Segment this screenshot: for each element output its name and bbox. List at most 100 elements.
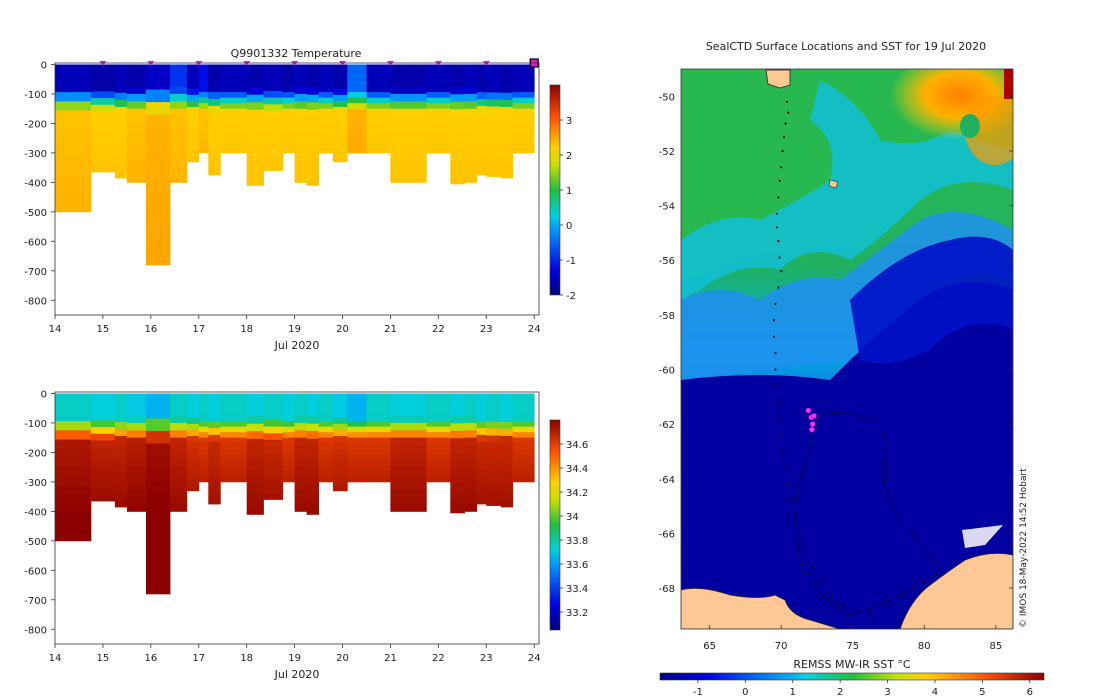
profile-cell (306, 109, 319, 118)
profile-cell (208, 462, 221, 470)
colorbar-tick-label: -2 (566, 291, 576, 302)
profile-cell (208, 421, 221, 429)
track-point (804, 548, 807, 551)
profile-cell (126, 64, 147, 73)
profile-cell (90, 406, 116, 414)
profile-cell (114, 421, 128, 430)
profile-cell (500, 457, 514, 465)
kerguelen-island (765, 69, 791, 89)
profile-cell (486, 477, 502, 485)
sst-hot-edge (1004, 69, 1013, 99)
profile-cell (170, 474, 188, 483)
profile-cell (500, 464, 514, 472)
profile-cell (170, 445, 188, 453)
profile-cell (294, 459, 307, 468)
profile-cell (306, 94, 319, 103)
profile-cell (90, 111, 116, 119)
profile-cell (220, 119, 248, 126)
profile-cell (426, 399, 451, 405)
profile-cell (390, 422, 427, 431)
lat-tick-label: -60 (659, 365, 675, 376)
profile-cell (476, 393, 487, 401)
profile-cell (282, 393, 295, 400)
profile-cell (450, 423, 466, 432)
profile-cell (450, 505, 466, 514)
profile-cell (486, 113, 502, 121)
profile-cell (366, 81, 391, 87)
profile-cell (170, 152, 188, 161)
profile-cell (450, 460, 466, 469)
profile-cell (476, 428, 487, 436)
profile-cell (366, 476, 391, 483)
profile-cell (208, 99, 221, 107)
profile-cell (186, 417, 200, 425)
profile-cell (90, 420, 116, 428)
profile-cell (366, 426, 391, 433)
profile-cell (486, 407, 502, 415)
map-longitude-ticks: 65 70 75 80 85 (703, 625, 1002, 652)
profile-cell (464, 489, 478, 498)
profile-cell (366, 393, 391, 400)
profile-cell (390, 467, 427, 475)
temperature-x-ticks: 14 15 16 17 18 19 20 21 22 23 24 (49, 315, 541, 335)
profile-cell (366, 75, 391, 82)
profile-cell (306, 446, 319, 455)
profile-cell (332, 417, 348, 425)
track-point (820, 581, 823, 584)
lon-tick-label: 80 (918, 641, 931, 652)
profile-cell (500, 393, 514, 401)
profile-cell (263, 406, 284, 414)
sst-cyan-zone (681, 80, 1013, 300)
profile-cell (220, 459, 248, 466)
profile-cell (318, 476, 334, 483)
profile-cell (306, 453, 319, 462)
profile-cell (450, 146, 466, 155)
profile-cell (512, 97, 535, 104)
profile-cell (500, 107, 514, 115)
profile-cell (318, 454, 334, 461)
profile-cell (450, 483, 466, 491)
profile-cell (318, 141, 334, 148)
profile-cell (282, 410, 295, 416)
profile-cell (390, 108, 427, 117)
profile-cell (282, 421, 295, 427)
profile-cell (426, 125, 451, 132)
profile-cell (90, 131, 116, 139)
profile-cell (306, 476, 319, 485)
profile-cell (476, 92, 487, 100)
lat-tick-label: -56 (659, 256, 675, 267)
profile-cell (146, 77, 171, 90)
profile-cell (426, 92, 451, 98)
profile-cell (318, 437, 334, 444)
profile-cell (347, 432, 367, 439)
profile-cell (55, 476, 92, 486)
sea-ice-hatch (962, 525, 1003, 548)
profile-cell (146, 556, 171, 570)
x-tick-label: 15 (97, 324, 110, 335)
profile-cell (198, 130, 209, 137)
profile-cell (170, 71, 188, 80)
profile-cell (170, 415, 188, 424)
profile-cell (294, 93, 307, 102)
profile-cell (146, 406, 171, 419)
profile-cell (208, 85, 221, 93)
profile-cell (186, 436, 200, 443)
ice-shelf-outline (794, 411, 941, 616)
profile-cell (55, 73, 92, 84)
profile-cell (55, 82, 92, 93)
profile-cell (198, 432, 209, 439)
profile-cell (306, 102, 319, 111)
profile-cell (294, 452, 307, 461)
profile-cell (146, 127, 171, 140)
profile-cell (464, 175, 478, 183)
profile-cell (114, 471, 128, 479)
profile-cell (426, 130, 451, 137)
profile-cell (294, 175, 307, 183)
profile-cell (90, 400, 116, 408)
y-tick-label: -100 (24, 90, 47, 101)
profile-cell (263, 453, 284, 461)
profile-cell (55, 531, 92, 542)
profile-cell (294, 408, 307, 416)
profile-cell (90, 480, 116, 488)
profile-cell (294, 138, 307, 146)
